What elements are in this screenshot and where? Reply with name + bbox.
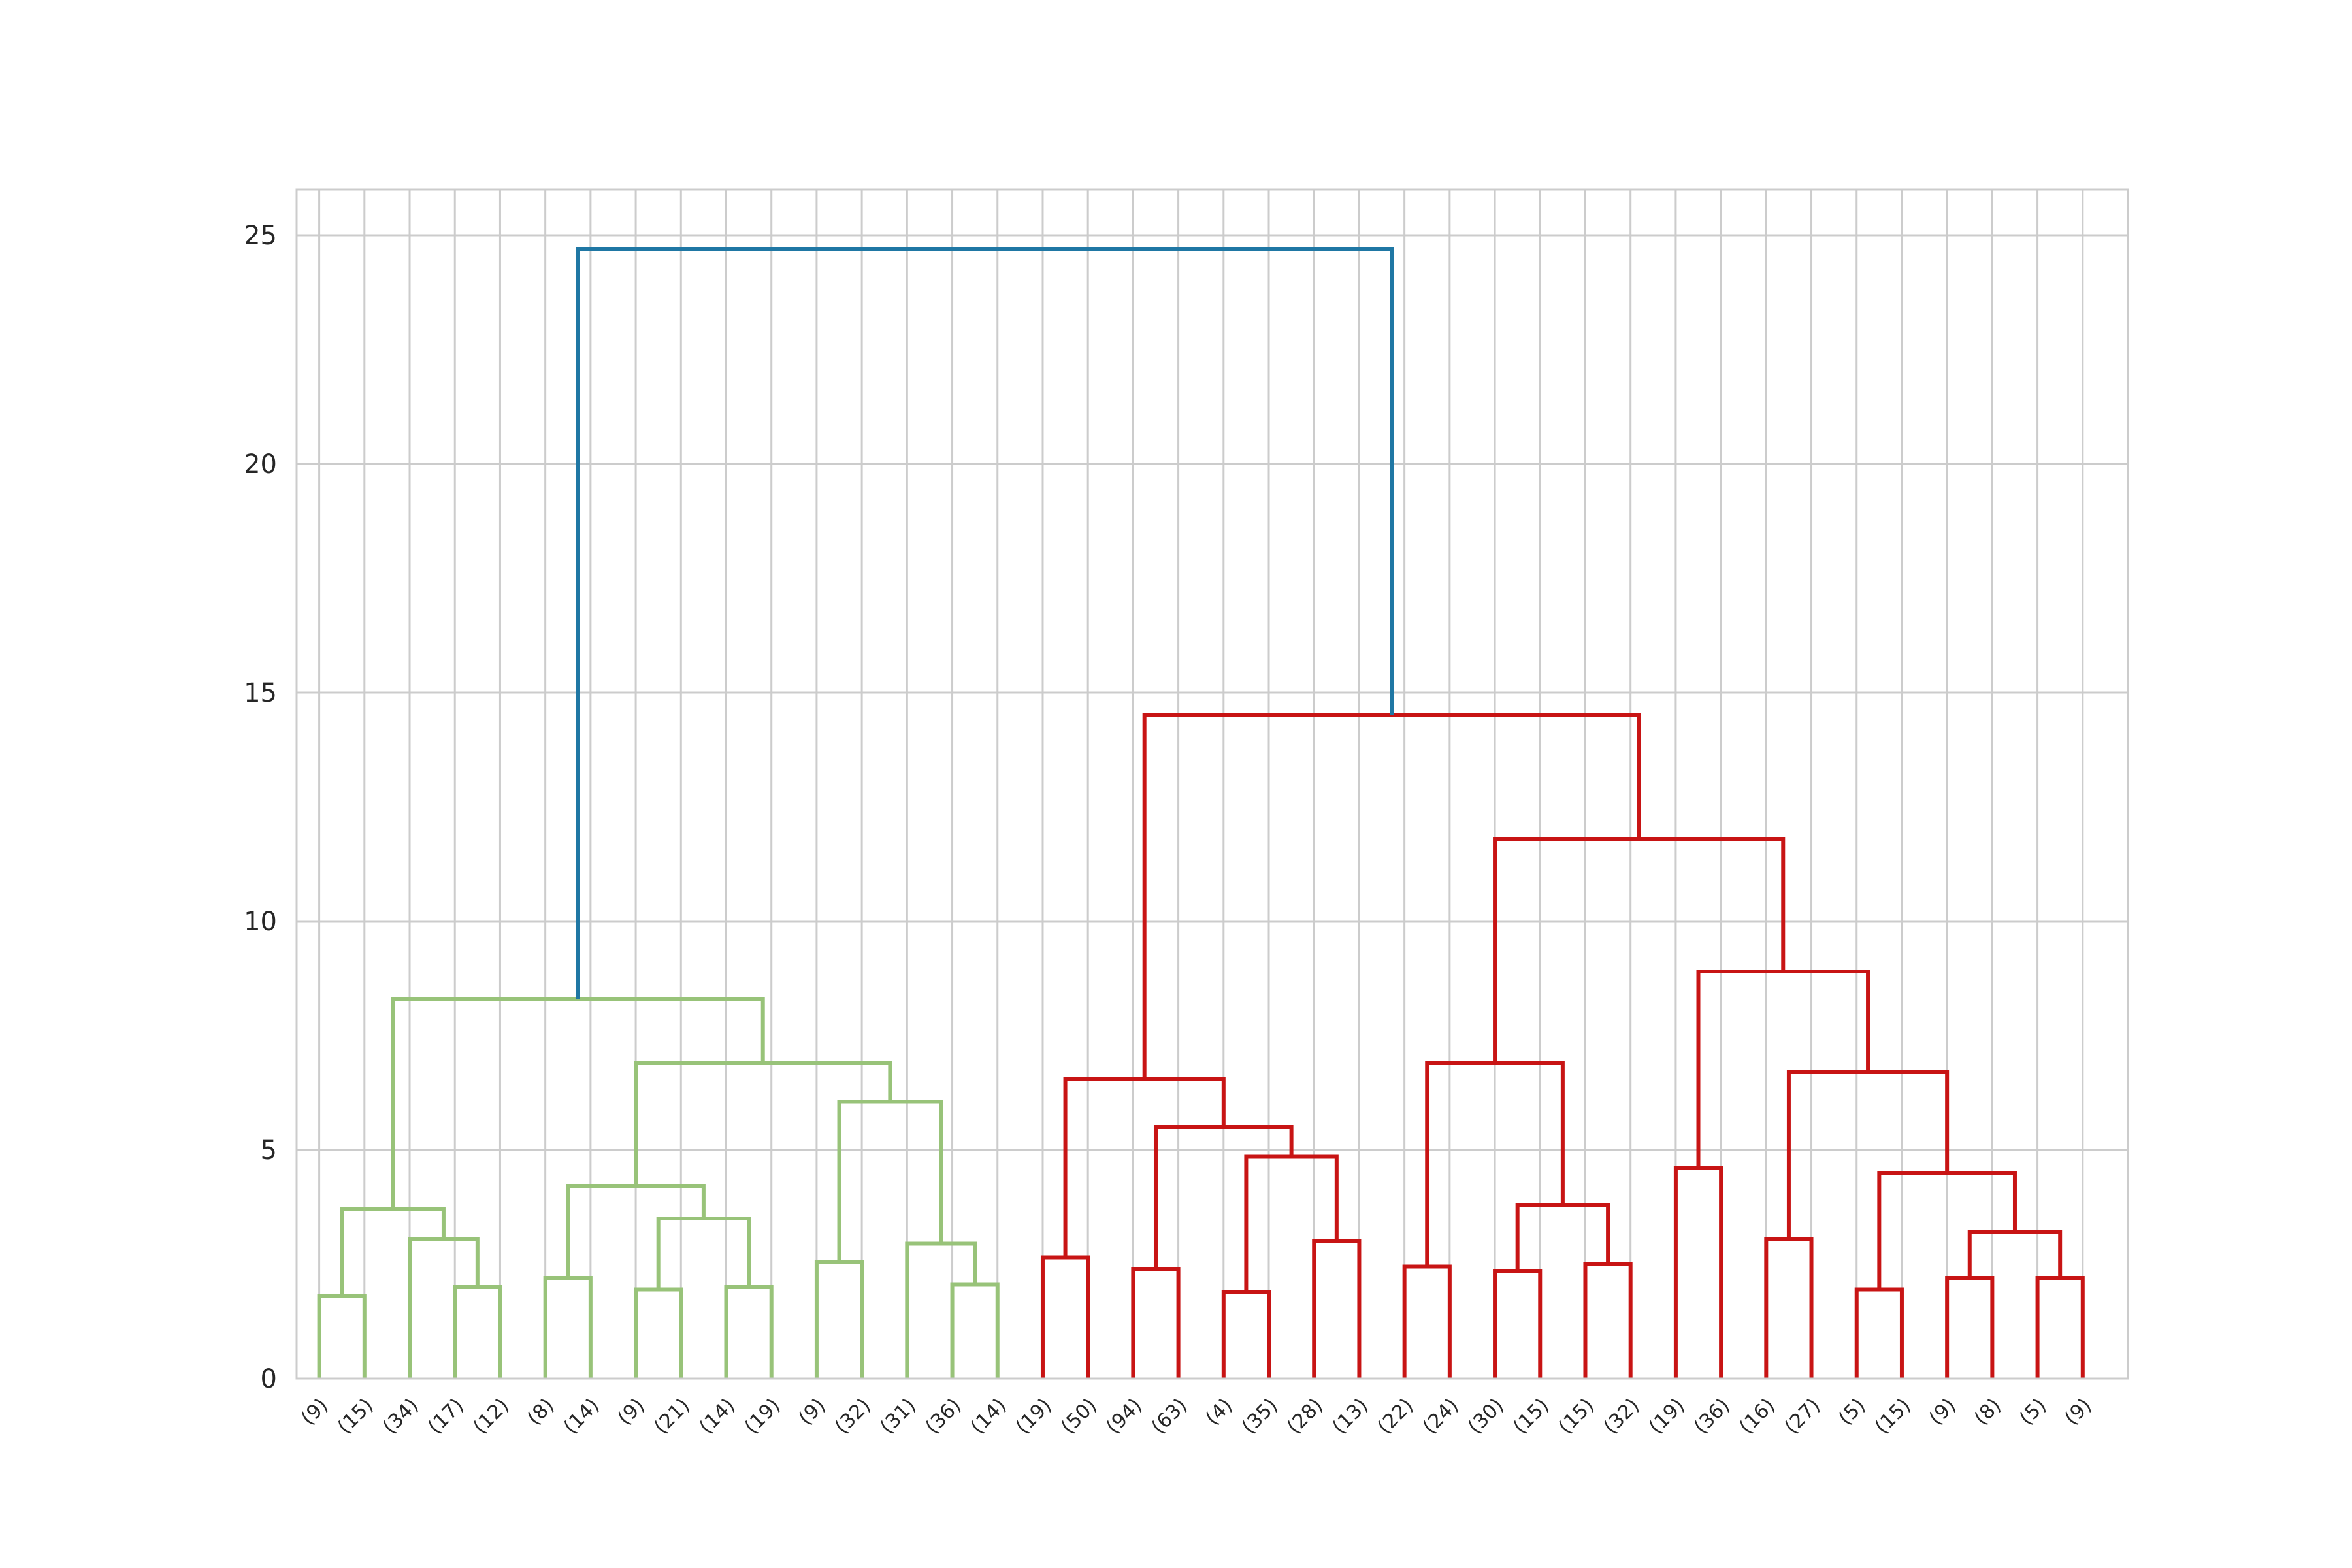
dendrogram-link bbox=[1142, 713, 1641, 1079]
leaf-label: (50) bbox=[1056, 1394, 1101, 1439]
leaf-label: (17) bbox=[423, 1394, 468, 1439]
dendrogram-link bbox=[1493, 1269, 1543, 1379]
dendrogram-link bbox=[543, 1276, 593, 1379]
y-tick-label: 15 bbox=[244, 678, 277, 708]
leaf-label: (8) bbox=[523, 1394, 559, 1430]
leaf-label: (36) bbox=[921, 1394, 966, 1439]
dendrogram-link bbox=[408, 1237, 480, 1379]
y-tick-label: 0 bbox=[261, 1364, 277, 1394]
leaf-label: (22) bbox=[1373, 1394, 1418, 1439]
leaf-label: (19) bbox=[1011, 1394, 1056, 1439]
leaf-label: (34) bbox=[378, 1394, 423, 1439]
dendrogram-link bbox=[2035, 1276, 2085, 1379]
dendrogram-link bbox=[1040, 1255, 1090, 1379]
leaf-label: (9) bbox=[613, 1394, 649, 1430]
leaf-label: (15) bbox=[1554, 1394, 1599, 1439]
dendrogram-link bbox=[837, 1100, 943, 1262]
dendrogram-link bbox=[1786, 1070, 1950, 1239]
dendrogram-link bbox=[634, 1061, 892, 1186]
dendrogram-link bbox=[576, 247, 1394, 999]
dendrogram-link bbox=[1764, 1237, 1814, 1379]
leaf-label: (32) bbox=[1599, 1394, 1644, 1439]
leaf-label: (24) bbox=[1418, 1394, 1463, 1439]
leaf-label: (30) bbox=[1463, 1394, 1508, 1439]
dendrogram-link bbox=[1063, 1077, 1226, 1258]
leaf-label: (9) bbox=[2060, 1394, 2096, 1430]
dendrogram-link bbox=[1673, 1166, 1723, 1379]
dendrogram-link bbox=[340, 1207, 446, 1296]
dendrogram-link bbox=[1221, 1290, 1271, 1379]
leaf-label: (14) bbox=[966, 1394, 1011, 1439]
leaf-label: (15) bbox=[1509, 1394, 1553, 1439]
dendrogram-link bbox=[1945, 1276, 1995, 1379]
y-tick-label: 25 bbox=[244, 221, 277, 251]
dendrogram-link bbox=[1402, 1264, 1452, 1379]
leaf-label: (12) bbox=[469, 1394, 514, 1439]
dendrogram-link bbox=[1244, 1154, 1339, 1292]
grid bbox=[297, 189, 2128, 1380]
leaf-label: (9) bbox=[794, 1394, 830, 1430]
dendrogram-link bbox=[634, 1287, 683, 1379]
dendrogram-link bbox=[453, 1285, 502, 1379]
dendrogram-link bbox=[950, 1282, 1000, 1379]
dendrogram-link bbox=[1493, 837, 1786, 1063]
plot-frame bbox=[295, 188, 2129, 1380]
leaf-label: (28) bbox=[1282, 1394, 1327, 1439]
y-tick-label: 10 bbox=[244, 907, 277, 937]
leaf-label: (14) bbox=[559, 1394, 604, 1439]
y-axis-ticks: 0 5 10 15 20 25 bbox=[244, 221, 277, 1394]
y-tick-label: 20 bbox=[244, 449, 277, 480]
leaf-label: (35) bbox=[1237, 1394, 1282, 1439]
leaf-label: (94) bbox=[1102, 1394, 1147, 1439]
leaf-label: (4) bbox=[1201, 1394, 1237, 1430]
leaf-label: (19) bbox=[1644, 1394, 1689, 1439]
leaf-label: (19) bbox=[740, 1394, 785, 1439]
dendrogram-link bbox=[391, 997, 765, 1209]
dendrogram-link bbox=[1515, 1203, 1610, 1271]
dendrogram-link bbox=[656, 1217, 751, 1290]
leaf-label: (15) bbox=[333, 1394, 378, 1439]
leaf-label: (14) bbox=[695, 1394, 740, 1439]
dendrogram-link bbox=[1131, 1267, 1181, 1379]
dendrogram-link bbox=[1696, 970, 1870, 1168]
leaf-label: (31) bbox=[876, 1394, 921, 1439]
dendrogram-link bbox=[905, 1241, 977, 1379]
leaf-label: (21) bbox=[649, 1394, 694, 1439]
dendrogram-link bbox=[317, 1294, 367, 1379]
leaf-label: (63) bbox=[1147, 1394, 1192, 1439]
leaf-label: (5) bbox=[2015, 1394, 2051, 1430]
leaf-label: (5) bbox=[1834, 1394, 1870, 1430]
leaf-label: (16) bbox=[1735, 1394, 1780, 1439]
dendrogram-link bbox=[1967, 1230, 2063, 1278]
dendrogram-link bbox=[814, 1260, 864, 1379]
dendrogram-links bbox=[317, 247, 2085, 1379]
dendrogram-link bbox=[1583, 1262, 1633, 1379]
y-tick-label: 5 bbox=[261, 1135, 277, 1166]
leaf-label: (9) bbox=[297, 1394, 333, 1430]
x-axis-ticks: (9) (15) (34) (17) (12) (8) (14) (9) (21) (14) (19… bbox=[297, 1394, 2096, 1439]
leaf-label: (13) bbox=[1328, 1394, 1373, 1439]
leaf-label: (9) bbox=[1925, 1394, 1961, 1430]
leaf-label: (32) bbox=[830, 1394, 875, 1439]
leaf-label: (36) bbox=[1690, 1394, 1734, 1439]
leaf-label: (15) bbox=[1870, 1394, 1915, 1439]
dendrogram-link bbox=[1854, 1287, 1904, 1379]
dendrogram-link bbox=[1312, 1239, 1362, 1379]
dendrogram-link bbox=[724, 1285, 774, 1379]
leaf-label: (8) bbox=[1970, 1394, 2006, 1430]
leaf-label: (27) bbox=[1780, 1394, 1825, 1439]
